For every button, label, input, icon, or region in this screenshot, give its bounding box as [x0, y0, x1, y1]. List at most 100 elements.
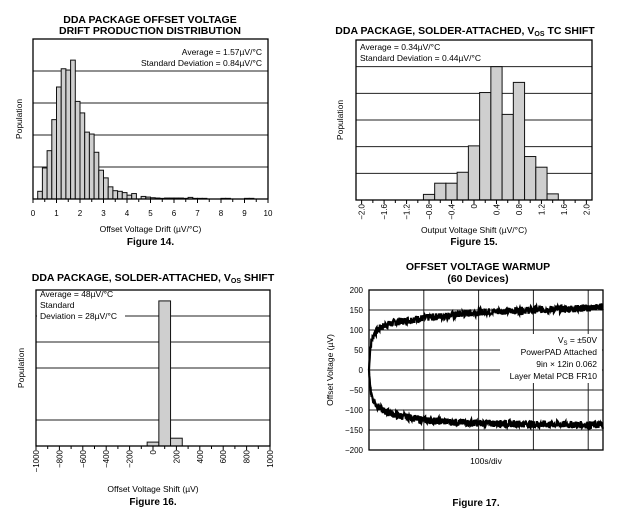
x-tick-label: 1 — [54, 209, 59, 218]
annotation-text: VS = ±50V — [558, 335, 597, 347]
histogram-bar — [121, 192, 128, 200]
histogram-bar — [490, 66, 503, 201]
annotation-text: Standard Deviation = 0.44µV/°C — [360, 53, 481, 63]
annotation-text: Deviation = 28µV/°C — [40, 311, 117, 321]
x-tick-label: 3 — [101, 209, 106, 218]
chart-title: DDA PACKAGE OFFSET VOLTAGE — [63, 14, 236, 26]
histogram-bar — [434, 182, 447, 201]
histogram-bar — [51, 119, 57, 200]
annotation-part: V — [558, 335, 564, 345]
x-tick-label: −0.8 — [425, 203, 434, 219]
y-axis-label: Population — [14, 99, 24, 139]
x-tick-label: −0.4 — [448, 203, 457, 219]
histogram-bar — [546, 193, 559, 201]
annotation-text: Standard — [40, 300, 75, 310]
chart-title: OFFSET VOLTAGE WARMUP — [406, 261, 550, 273]
figure-caption: Figure 16. — [129, 497, 176, 508]
histogram-bar — [60, 68, 67, 200]
histogram-bar — [46, 150, 53, 200]
plot-frame — [368, 289, 604, 451]
title-part: TC SHIFT — [545, 25, 596, 37]
figure-caption: Figure 14. — [127, 237, 174, 248]
x-tick-label: −400 — [102, 449, 111, 468]
histogram-bar — [84, 131, 90, 200]
x-tick-label: −2.0 — [358, 203, 367, 219]
histogram-bar — [467, 145, 481, 201]
histogram-bar — [74, 100, 81, 200]
x-axis-label: 100s/div — [470, 456, 502, 466]
histogram-bar — [88, 133, 95, 200]
x-axis-label: Offset Voltage Drift (µV/°C) — [100, 224, 202, 234]
figure-caption: Figure 15. — [450, 237, 497, 248]
x-tick-label: 1.2 — [537, 203, 546, 215]
histogram-bar — [170, 437, 183, 447]
histogram-bar — [131, 193, 137, 200]
series-line-upper — [367, 302, 604, 371]
x-tick-label: 1000 — [266, 449, 275, 467]
y-tick-label: 50 — [354, 346, 363, 355]
annotation-text: Average = 1.57µV/°C — [182, 47, 262, 57]
x-tick-label: 4 — [125, 209, 130, 218]
chart-fig17: OFFSET VOLTAGE WARMUP(60 Devices) 200 150 1… — [325, 261, 604, 509]
annotation-part: = ±50V — [568, 335, 598, 345]
chart-fig15: DDA PACKAGE, SOLDER-ATTACHED, VOS TC SHI… — [335, 25, 595, 248]
annotation-background — [37, 291, 125, 324]
title-subscript: OS — [534, 31, 544, 38]
x-tick-label: 2 — [78, 209, 83, 218]
x-tick-label: 400 — [196, 449, 205, 463]
y-axis-label: Population — [335, 100, 345, 140]
chart-title: DDA PACKAGE, SOLDER-ATTACHED, VOS SHIFT — [32, 272, 275, 285]
histogram-bar — [158, 300, 172, 447]
y-tick-label: −200 — [345, 446, 364, 455]
x-tick-label: −1.2 — [403, 203, 412, 219]
histogram-bar — [98, 169, 105, 200]
histogram-bar — [37, 190, 43, 200]
histogram-bar — [422, 193, 436, 201]
histogram-bar — [535, 166, 548, 201]
y-tick-label: −100 — [345, 406, 364, 415]
chart-title: DDA PACKAGE, SOLDER-ATTACHED, VOS TC SHI… — [335, 25, 595, 38]
x-tick-label: 0 — [470, 203, 479, 208]
x-tick-label: −600 — [79, 449, 88, 468]
histogram-bar — [93, 151, 100, 200]
chart-fig16: DDA PACKAGE, SOLDER-ATTACHED, VOS SHIFT −… — [16, 272, 275, 508]
histogram-bar — [501, 113, 514, 201]
histogram-bar — [445, 182, 458, 201]
annotation-background — [500, 334, 602, 383]
y-tick-label: 200 — [350, 286, 364, 295]
y-axis-label: Population — [16, 348, 26, 388]
chart-title: (60 Devices) — [447, 273, 508, 285]
histogram-bar — [103, 177, 109, 200]
x-axis-label: Offset Voltage Shift (µV) — [107, 484, 198, 494]
histogram-bar — [456, 171, 469, 201]
x-tick-label: 9 — [242, 209, 247, 218]
y-tick-label: 0 — [359, 366, 364, 375]
x-tick-label: 800 — [243, 449, 252, 463]
histogram-bar — [112, 190, 119, 200]
x-tick-label: 0 — [149, 449, 158, 454]
histogram-bar — [512, 81, 526, 201]
x-tick-label: −1.6 — [380, 203, 389, 219]
y-tick-label: −50 — [349, 386, 363, 395]
annotation-text: Layer Metal PCB FR10 — [510, 371, 598, 381]
x-tick-label: 0.4 — [492, 203, 501, 215]
y-tick-label: −150 — [345, 426, 364, 435]
x-tick-label: 600 — [219, 449, 228, 463]
x-axis-label: Output Voltage Shift (µV/°C) — [421, 225, 527, 235]
x-tick-label: 7 — [195, 209, 200, 218]
x-tick-label: 0.8 — [515, 203, 524, 215]
histogram-bar — [479, 92, 492, 201]
histogram-bar — [524, 156, 537, 201]
histogram-bar — [107, 186, 114, 200]
annotation-text: Standard Deviation = 0.84µV/°C — [141, 58, 262, 68]
histogram-bar — [70, 59, 76, 200]
x-tick-label: −1000 — [32, 449, 41, 472]
annotation-text: Average = 0.34µV/°C — [360, 42, 440, 52]
title-part: DDA PACKAGE, SOLDER-ATTACHED, V — [32, 272, 231, 284]
series-line-lower — [367, 369, 604, 432]
x-tick-label: −800 — [55, 449, 64, 468]
y-tick-label: 150 — [350, 306, 364, 315]
